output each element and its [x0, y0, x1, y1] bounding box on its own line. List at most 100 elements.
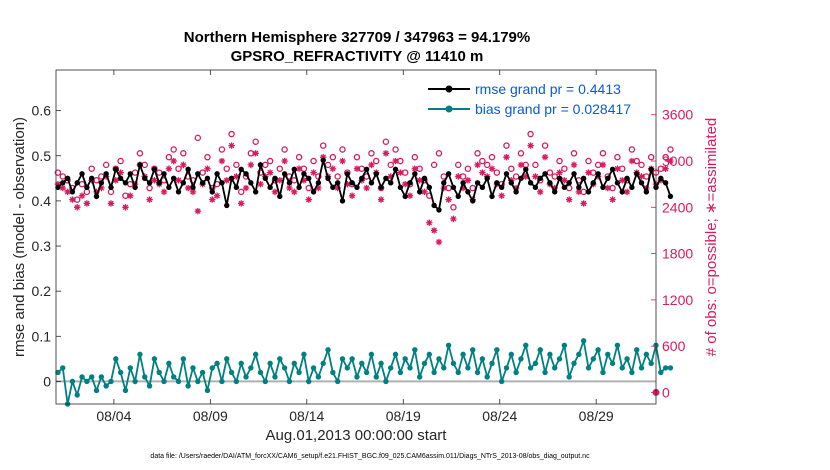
rmse-point	[103, 171, 109, 177]
obs-possible-point	[392, 146, 399, 153]
rmse-point	[69, 189, 76, 195]
obs-assimilated-point	[580, 200, 587, 207]
rmse-point	[479, 184, 486, 191]
bias-point	[634, 347, 640, 353]
obs-assimilated-point	[334, 184, 341, 192]
obs-possible-point	[54, 169, 62, 176]
bias-point	[373, 374, 379, 380]
rmse-point	[228, 175, 235, 182]
obs-possible-point	[541, 142, 549, 149]
rmse-point	[296, 184, 302, 191]
rmse-point	[330, 184, 336, 191]
obs-assimilated-point	[575, 188, 583, 196]
bias-point	[638, 365, 645, 371]
rmse-point	[624, 175, 630, 182]
obs-assimilated-point	[406, 192, 414, 199]
obs-possible-point	[435, 150, 443, 157]
rmse-point	[363, 166, 370, 172]
obs-possible-point	[266, 157, 274, 165]
rmse-point	[383, 175, 389, 182]
obs-possible-point	[638, 161, 645, 169]
obs-assimilated-point	[512, 184, 520, 192]
rmse-point	[580, 175, 587, 182]
rmse-point	[199, 180, 206, 186]
obs-possible-point	[117, 157, 124, 165]
obs-possible-point	[276, 165, 284, 172]
obs-assimilated-point	[242, 184, 250, 192]
rmse-point	[426, 184, 433, 191]
bias-point	[199, 369, 206, 376]
bias-point	[204, 387, 211, 394]
rmse-point	[175, 189, 182, 195]
obs-possible-point	[88, 165, 95, 172]
rmse-point	[455, 193, 461, 200]
obs-possible-point	[508, 165, 515, 172]
obs-possible-point	[218, 146, 226, 153]
bias-point	[556, 356, 563, 362]
bias-point	[296, 369, 302, 376]
obs-assimilated-point	[498, 192, 505, 199]
obs-possible-point	[599, 150, 607, 157]
bias-point	[224, 356, 230, 362]
obs-possible-point	[319, 142, 327, 149]
bias-point	[527, 365, 534, 371]
obs-assimilated-point	[464, 177, 472, 184]
obs-assimilated-point	[266, 169, 274, 176]
rmse-point	[334, 180, 341, 186]
bias-point	[238, 360, 244, 367]
obs-assimilated-point	[151, 177, 158, 184]
y-axis-label: rmse and bias (model - observation)	[11, 117, 28, 357]
rmse-point	[286, 180, 293, 186]
bias-series	[55, 337, 674, 407]
bias-point	[470, 347, 476, 353]
bias-point	[368, 351, 375, 358]
obs-assimilated-layer	[54, 142, 674, 246]
x-axis: 08/04 08/09 08/14 08/19 08/24 08/29	[96, 70, 614, 424]
rmse-point	[498, 184, 505, 191]
obs-possible-point	[585, 157, 592, 165]
rmse-point	[108, 184, 114, 191]
rmse-point	[161, 171, 167, 177]
legend-bias-marker	[445, 105, 453, 113]
bias-point	[474, 369, 481, 376]
bias-point	[392, 351, 399, 358]
rmse-point	[416, 189, 423, 195]
bias-point	[248, 365, 254, 371]
bias-point	[479, 356, 486, 362]
obs-possible-point	[662, 153, 669, 161]
rmse-point	[614, 180, 621, 186]
bias-point	[79, 374, 85, 380]
obs-possible-point	[310, 157, 317, 165]
rmse-point	[542, 171, 548, 177]
y2-tick-label: 3600	[662, 107, 693, 123]
plot-area	[56, 70, 656, 404]
rmse-point	[170, 175, 177, 182]
y2-tick-label: 0	[662, 384, 670, 400]
rmse-point	[272, 175, 278, 182]
rmse-point	[431, 202, 437, 209]
obs-possible-point	[479, 157, 486, 165]
bias-point	[166, 360, 172, 367]
obs-assimilated-point	[411, 165, 419, 172]
obs-possible-point	[194, 134, 202, 142]
x-tick-label: 08/09	[193, 408, 228, 424]
bias-point	[600, 369, 606, 376]
bias-point	[233, 378, 240, 385]
rmse-series	[55, 157, 674, 213]
bias-point	[339, 356, 346, 362]
rmse-point	[368, 180, 375, 186]
rmse-point	[156, 180, 162, 186]
bias-point	[98, 374, 105, 380]
chart-title-line1: Northern Hemisphere 327709 / 347963 = 94…	[184, 29, 530, 46]
bias-point	[590, 356, 596, 362]
bias-point	[402, 356, 408, 362]
rmse-point	[392, 166, 399, 172]
y-tick-label: 0.3	[32, 238, 52, 254]
rmse-point	[373, 171, 379, 177]
rmse-point	[60, 180, 66, 186]
rmse-point	[359, 175, 365, 182]
rmse-point	[489, 193, 495, 200]
bias-point	[209, 365, 215, 371]
rmse-point	[397, 184, 404, 191]
